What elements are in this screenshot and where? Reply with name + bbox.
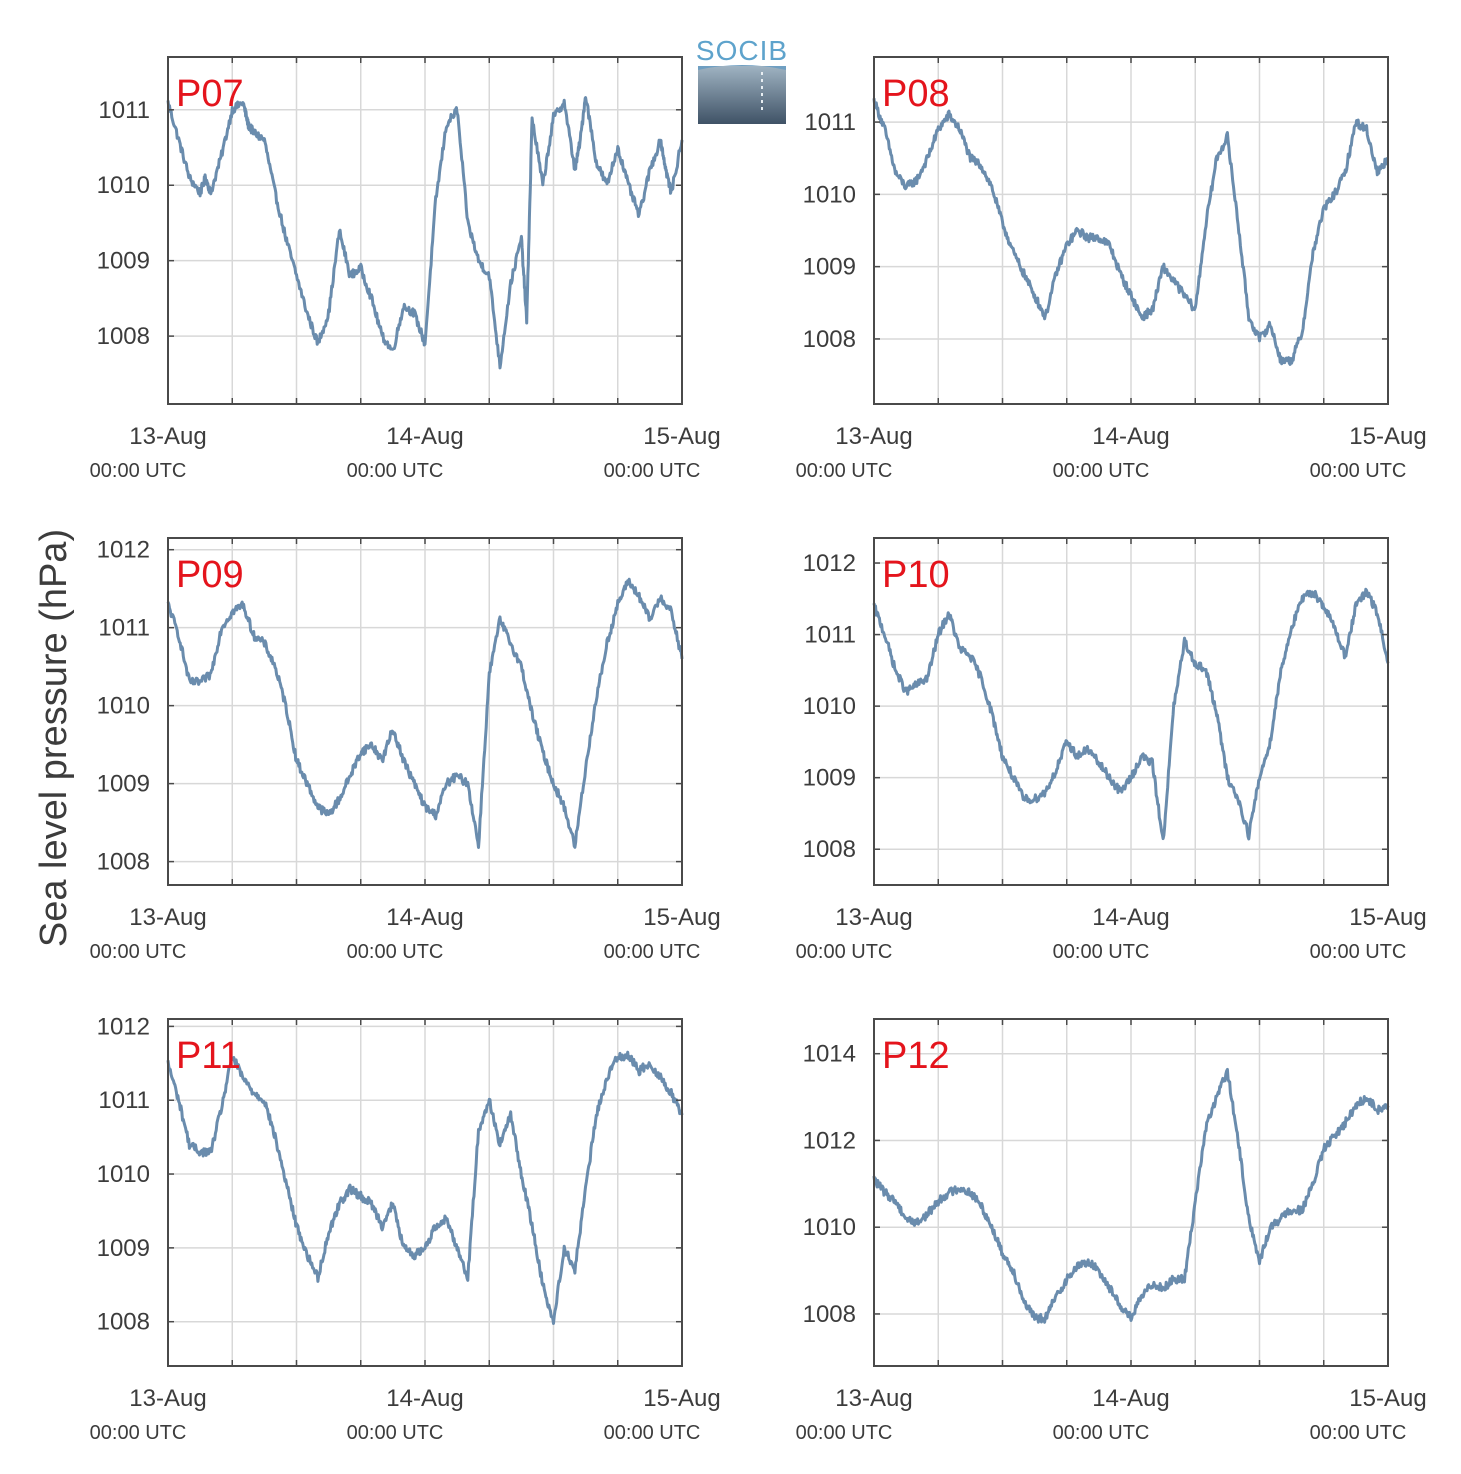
- socib-logo: SOCIB: [696, 35, 788, 124]
- series-line: [166, 1050, 684, 1325]
- logo-wave: [698, 66, 786, 124]
- chart-panel-p10: 1008 1009 1010 1011 1012 13-Aug 00:00 UTC 14-Au…: [796, 537, 1427, 963]
- y-tick-label: 1011: [98, 1087, 150, 1114]
- x-tick-label-time: 00:00 UTC: [90, 1422, 187, 1444]
- y-tick-label: 1009: [97, 1235, 150, 1262]
- x-tick-label-date: 14-Aug: [386, 1385, 463, 1412]
- x-tick-label-time: 00:00 UTC: [604, 941, 701, 963]
- x-tick-label-time: 00:00 UTC: [1310, 460, 1407, 482]
- series-line: [872, 98, 1390, 366]
- logo-wave-top: [698, 65, 786, 70]
- x-tick-label-time: 00:00 UTC: [1053, 460, 1150, 482]
- y-tick-label: 1010: [803, 693, 856, 720]
- x-tick-label-time: 00:00 UTC: [347, 941, 444, 963]
- series-line: [166, 96, 684, 370]
- x-tick-label-date: 13-Aug: [835, 1385, 912, 1412]
- x-tick-label-date: 13-Aug: [129, 1385, 206, 1412]
- station-label: P07: [176, 73, 244, 115]
- y-tick-label: 1011: [804, 622, 856, 649]
- x-tick-label-date: 14-Aug: [1092, 904, 1169, 931]
- x-tick-label-date: 14-Aug: [1092, 423, 1169, 450]
- x-tick-label-date: 15-Aug: [643, 904, 720, 931]
- station-label: P08: [882, 73, 950, 115]
- y-tick-label: 1008: [803, 836, 856, 863]
- x-tick-label-date: 14-Aug: [386, 423, 463, 450]
- x-tick-label-date: 13-Aug: [129, 904, 206, 931]
- chart-panel-p09: 1008 1009 1010 1011 1012 13-Aug 00:00 UTC 14-Au…: [90, 537, 721, 963]
- y-tick-label: 1010: [97, 693, 150, 720]
- y-tick-label: 1014: [803, 1041, 856, 1068]
- y-tick-label: 1010: [803, 1214, 856, 1241]
- y-tick-label: 1010: [97, 1161, 150, 1188]
- x-tick-label-time: 00:00 UTC: [347, 1422, 444, 1444]
- series-line: [872, 1067, 1390, 1324]
- y-tick-label: 1010: [803, 181, 856, 208]
- y-tick-label: 1011: [98, 97, 150, 124]
- y-tick-label: 1008: [803, 326, 856, 353]
- x-tick-label-date: 15-Aug: [1349, 904, 1426, 931]
- station-label: P10: [882, 554, 950, 596]
- station-label: P09: [176, 554, 244, 596]
- x-tick-label-time: 00:00 UTC: [90, 941, 187, 963]
- x-tick-label-date: 14-Aug: [1092, 1385, 1169, 1412]
- x-tick-label-date: 14-Aug: [386, 904, 463, 931]
- x-tick-label-time: 00:00 UTC: [796, 1422, 893, 1444]
- x-tick-label-date: 15-Aug: [643, 423, 720, 450]
- y-tick-label: 1009: [97, 771, 150, 798]
- y-tick-label: 1012: [803, 1127, 856, 1154]
- x-tick-label-date: 15-Aug: [1349, 1385, 1426, 1412]
- series-line: [872, 587, 1390, 841]
- chart-panel-p12: 1008 1010 1012 1014 13-Aug 00:00 UTC 14-Aug 00:…: [796, 1018, 1427, 1444]
- x-tick-label-date: 13-Aug: [835, 423, 912, 450]
- y-tick-label: 1012: [97, 1013, 150, 1040]
- y-tick-label: 1011: [804, 109, 856, 136]
- y-tick-label: 1009: [803, 254, 856, 281]
- x-tick-label-time: 00:00 UTC: [90, 460, 187, 482]
- y-tick-label: 1011: [98, 615, 150, 642]
- y-tick-label: 1008: [803, 1301, 856, 1328]
- x-tick-label-time: 00:00 UTC: [796, 460, 893, 482]
- x-tick-label-date: 15-Aug: [1349, 423, 1426, 450]
- x-tick-label-date: 13-Aug: [835, 904, 912, 931]
- y-tick-label: 1010: [97, 172, 150, 199]
- x-tick-label-time: 00:00 UTC: [1053, 941, 1150, 963]
- y-tick-label: 1009: [97, 248, 150, 275]
- x-tick-label-time: 00:00 UTC: [347, 460, 444, 482]
- x-tick-label-time: 00:00 UTC: [1310, 941, 1407, 963]
- station-label: P11: [176, 1035, 241, 1077]
- x-tick-label-date: 15-Aug: [643, 1385, 720, 1412]
- chart-panel-p11: 1008 1009 1010 1011 1012 13-Aug 00:00 UTC 14-Au…: [90, 1013, 721, 1444]
- y-tick-label: 1012: [97, 537, 150, 564]
- x-tick-label-time: 00:00 UTC: [796, 941, 893, 963]
- y-tick-label: 1008: [97, 849, 150, 876]
- y-tick-label: 1008: [97, 1309, 150, 1336]
- x-tick-label-time: 00:00 UTC: [1053, 1422, 1150, 1444]
- y-tick-label: 1009: [803, 765, 856, 792]
- station-label: P12: [882, 1035, 950, 1077]
- y-tick-label: 1008: [97, 323, 150, 350]
- logo-text: SOCIB: [696, 35, 788, 66]
- series-line: [166, 577, 684, 849]
- y-axis-label: Sea level pressure (hPa): [33, 529, 75, 947]
- chart-panel-p07: 1008 1009 1010 1011 13-Aug 00:00 UTC 14-Aug 00:…: [90, 56, 721, 482]
- y-tick-label: 1012: [803, 550, 856, 577]
- x-tick-label-date: 13-Aug: [129, 423, 206, 450]
- chart-panel-p08: 1008 1009 1010 1011 13-Aug 00:00 UTC 14-Aug 00:…: [796, 56, 1427, 482]
- x-tick-label-time: 00:00 UTC: [604, 460, 701, 482]
- x-tick-label-time: 00:00 UTC: [604, 1422, 701, 1444]
- x-tick-label-time: 00:00 UTC: [1310, 1422, 1407, 1444]
